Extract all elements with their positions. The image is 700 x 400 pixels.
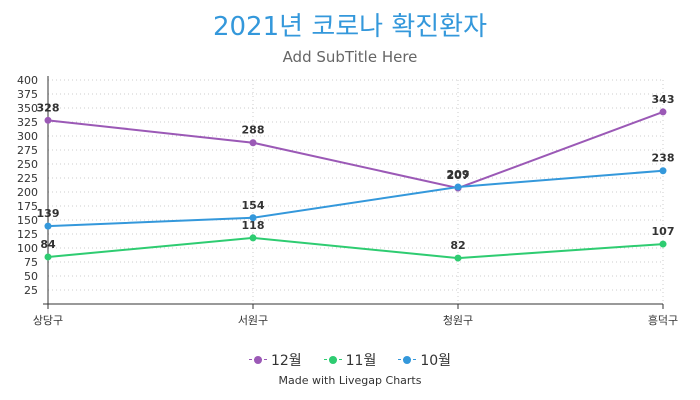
data-label: 209	[447, 168, 470, 181]
legend-label-10: 10월	[420, 353, 452, 369]
legend-item-12[interactable]: 12월	[248, 350, 302, 370]
data-point	[659, 240, 667, 248]
y-tick-label: 375	[17, 88, 38, 101]
chart-title: 2021년 코로나 확진환자	[212, 12, 488, 42]
series-line-1	[47, 110, 664, 190]
data-label: 139	[37, 207, 60, 220]
series-line-2	[47, 236, 664, 260]
y-tick-label: 300	[17, 130, 38, 143]
y-tick-label: 75	[24, 256, 38, 269]
series-line-3	[47, 169, 664, 228]
data-label: 118	[242, 219, 265, 232]
data-label: 82	[450, 239, 465, 252]
x-tick-label: 청원구	[443, 314, 473, 327]
legend-swatch-11	[323, 355, 342, 365]
y-tick-label: 50	[24, 270, 38, 283]
data-point	[659, 108, 667, 116]
x-tick-label: 흥덕구	[648, 313, 678, 327]
credit-text: Made with Livegap Charts	[278, 374, 422, 387]
data-label: 207	[447, 169, 470, 182]
legend-swatch-12	[248, 355, 267, 365]
legend-label-12: 12월	[270, 353, 302, 369]
y-tick-label: 325	[17, 116, 38, 129]
legend-item-11[interactable]: 11월	[323, 350, 377, 370]
y-tick-label: 350	[17, 102, 38, 115]
data-label: 238	[652, 152, 675, 165]
data-point	[44, 222, 52, 230]
legend-swatch-10	[398, 355, 417, 365]
data-label: 107	[652, 225, 675, 238]
y-tick-label: 225	[17, 172, 38, 185]
x-tick-label: 상당구	[33, 314, 63, 327]
legend: 12월 11월 10월	[0, 350, 700, 370]
y-tick-label: 150	[17, 214, 38, 227]
legend-label-11: 11월	[345, 353, 377, 369]
y-tick-label: 25	[24, 284, 38, 297]
y-tick-label: 275	[17, 144, 38, 157]
y-tick-label: 175	[17, 200, 38, 213]
data-point	[659, 167, 667, 175]
legend-item-10[interactable]: 10월	[398, 350, 451, 370]
y-tick-label: 100	[17, 242, 38, 255]
data-point	[249, 234, 257, 242]
y-tick-label: 400	[17, 74, 38, 87]
data-point	[44, 116, 52, 124]
x-tick-label: 서원구	[238, 314, 268, 327]
data-label: 154	[242, 199, 265, 212]
data-label: 343	[652, 93, 675, 106]
chart-subtitle: Add SubTitle Here	[282, 48, 418, 66]
data-label: 84	[40, 238, 56, 251]
data-point	[249, 139, 257, 147]
y-tick-label: 200	[17, 186, 38, 199]
y-tick-label: 250	[17, 158, 38, 171]
data-label: 328	[37, 101, 60, 114]
data-point	[249, 214, 257, 222]
data-point	[44, 253, 52, 261]
data-label: 288	[242, 124, 265, 137]
data-point	[454, 183, 462, 191]
y-tick-label: 125	[17, 228, 38, 241]
data-point	[454, 254, 462, 262]
